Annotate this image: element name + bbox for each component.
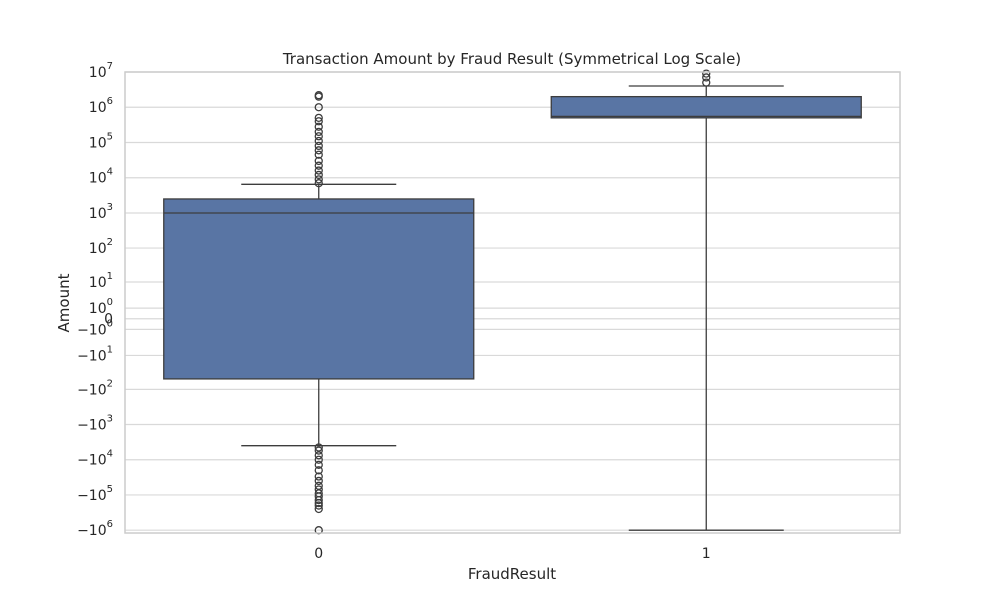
outlier-point: [314, 156, 323, 166]
outlier-point: [314, 146, 323, 155]
x-axis-label: FraudResult: [468, 565, 556, 583]
x-tick-label: 0: [314, 546, 323, 562]
outlier-point: [314, 476, 323, 486]
y-tick-label: 106: [89, 96, 113, 116]
y-tick-label: 103: [89, 202, 113, 222]
y-tick-label: 100: [89, 297, 113, 317]
outlier-point: [314, 117, 323, 126]
boxes-layer: [163, 69, 862, 535]
outlier-point: [314, 455, 323, 464]
outlier-point: [314, 161, 323, 170]
outlier-point: [314, 460, 323, 470]
outlier-point: [702, 73, 711, 82]
outlier-point: [314, 166, 323, 175]
outlier-point: [314, 501, 323, 510]
outlier-point: [314, 136, 323, 146]
box-iqr: [163, 198, 475, 380]
y-tick-label: 104: [89, 167, 113, 187]
outlier-point: [314, 170, 323, 180]
outlier-point: [314, 141, 323, 151]
y-tick-label: 105: [89, 131, 113, 151]
outlier-point: [314, 175, 323, 184]
y-tick-label: 107: [89, 61, 113, 81]
y-tick-label: 0: [104, 312, 113, 328]
outlier-point: [314, 91, 323, 100]
outlier-point: [314, 472, 323, 481]
outlier-point: [314, 103, 323, 112]
outlier-point: [314, 451, 323, 460]
outlier-point: [314, 113, 323, 123]
outlier-point: [702, 78, 711, 87]
y-axis-label: Amount: [55, 273, 73, 332]
outlier-point: [314, 150, 323, 159]
outlier-point: [314, 481, 323, 490]
chart-title: Transaction Amount by Fraud Result (Symm…: [282, 50, 741, 68]
outlier-point: [314, 485, 323, 494]
y-tick-label: 101: [89, 271, 113, 291]
y-tick-label: −104: [77, 449, 113, 469]
y-tick-label: −100: [77, 318, 113, 338]
outlier-point: [314, 443, 323, 452]
y-tick-label: −105: [77, 484, 113, 504]
y-tick-label: −102: [77, 378, 113, 398]
x-tick-label: 1: [702, 546, 711, 562]
outlier-point: [702, 69, 711, 78]
outlier-point: [314, 122, 323, 131]
outlier-point: [314, 132, 323, 141]
tick-labels: 1071061051041031021011000−100−101−102−10…: [77, 61, 711, 562]
y-tick-label: 102: [89, 237, 113, 257]
y-tick-label: −101: [77, 344, 113, 364]
outlier-point: [314, 179, 323, 188]
outlier-point: [314, 127, 323, 137]
plot-frame: [124, 71, 901, 534]
box-iqr: [550, 95, 862, 119]
y-tick-label: −103: [77, 413, 113, 433]
outlier-point: [314, 504, 323, 514]
outlier-point: [314, 466, 323, 475]
y-tick-label: −106: [77, 519, 113, 539]
outlier-point: [314, 446, 323, 455]
